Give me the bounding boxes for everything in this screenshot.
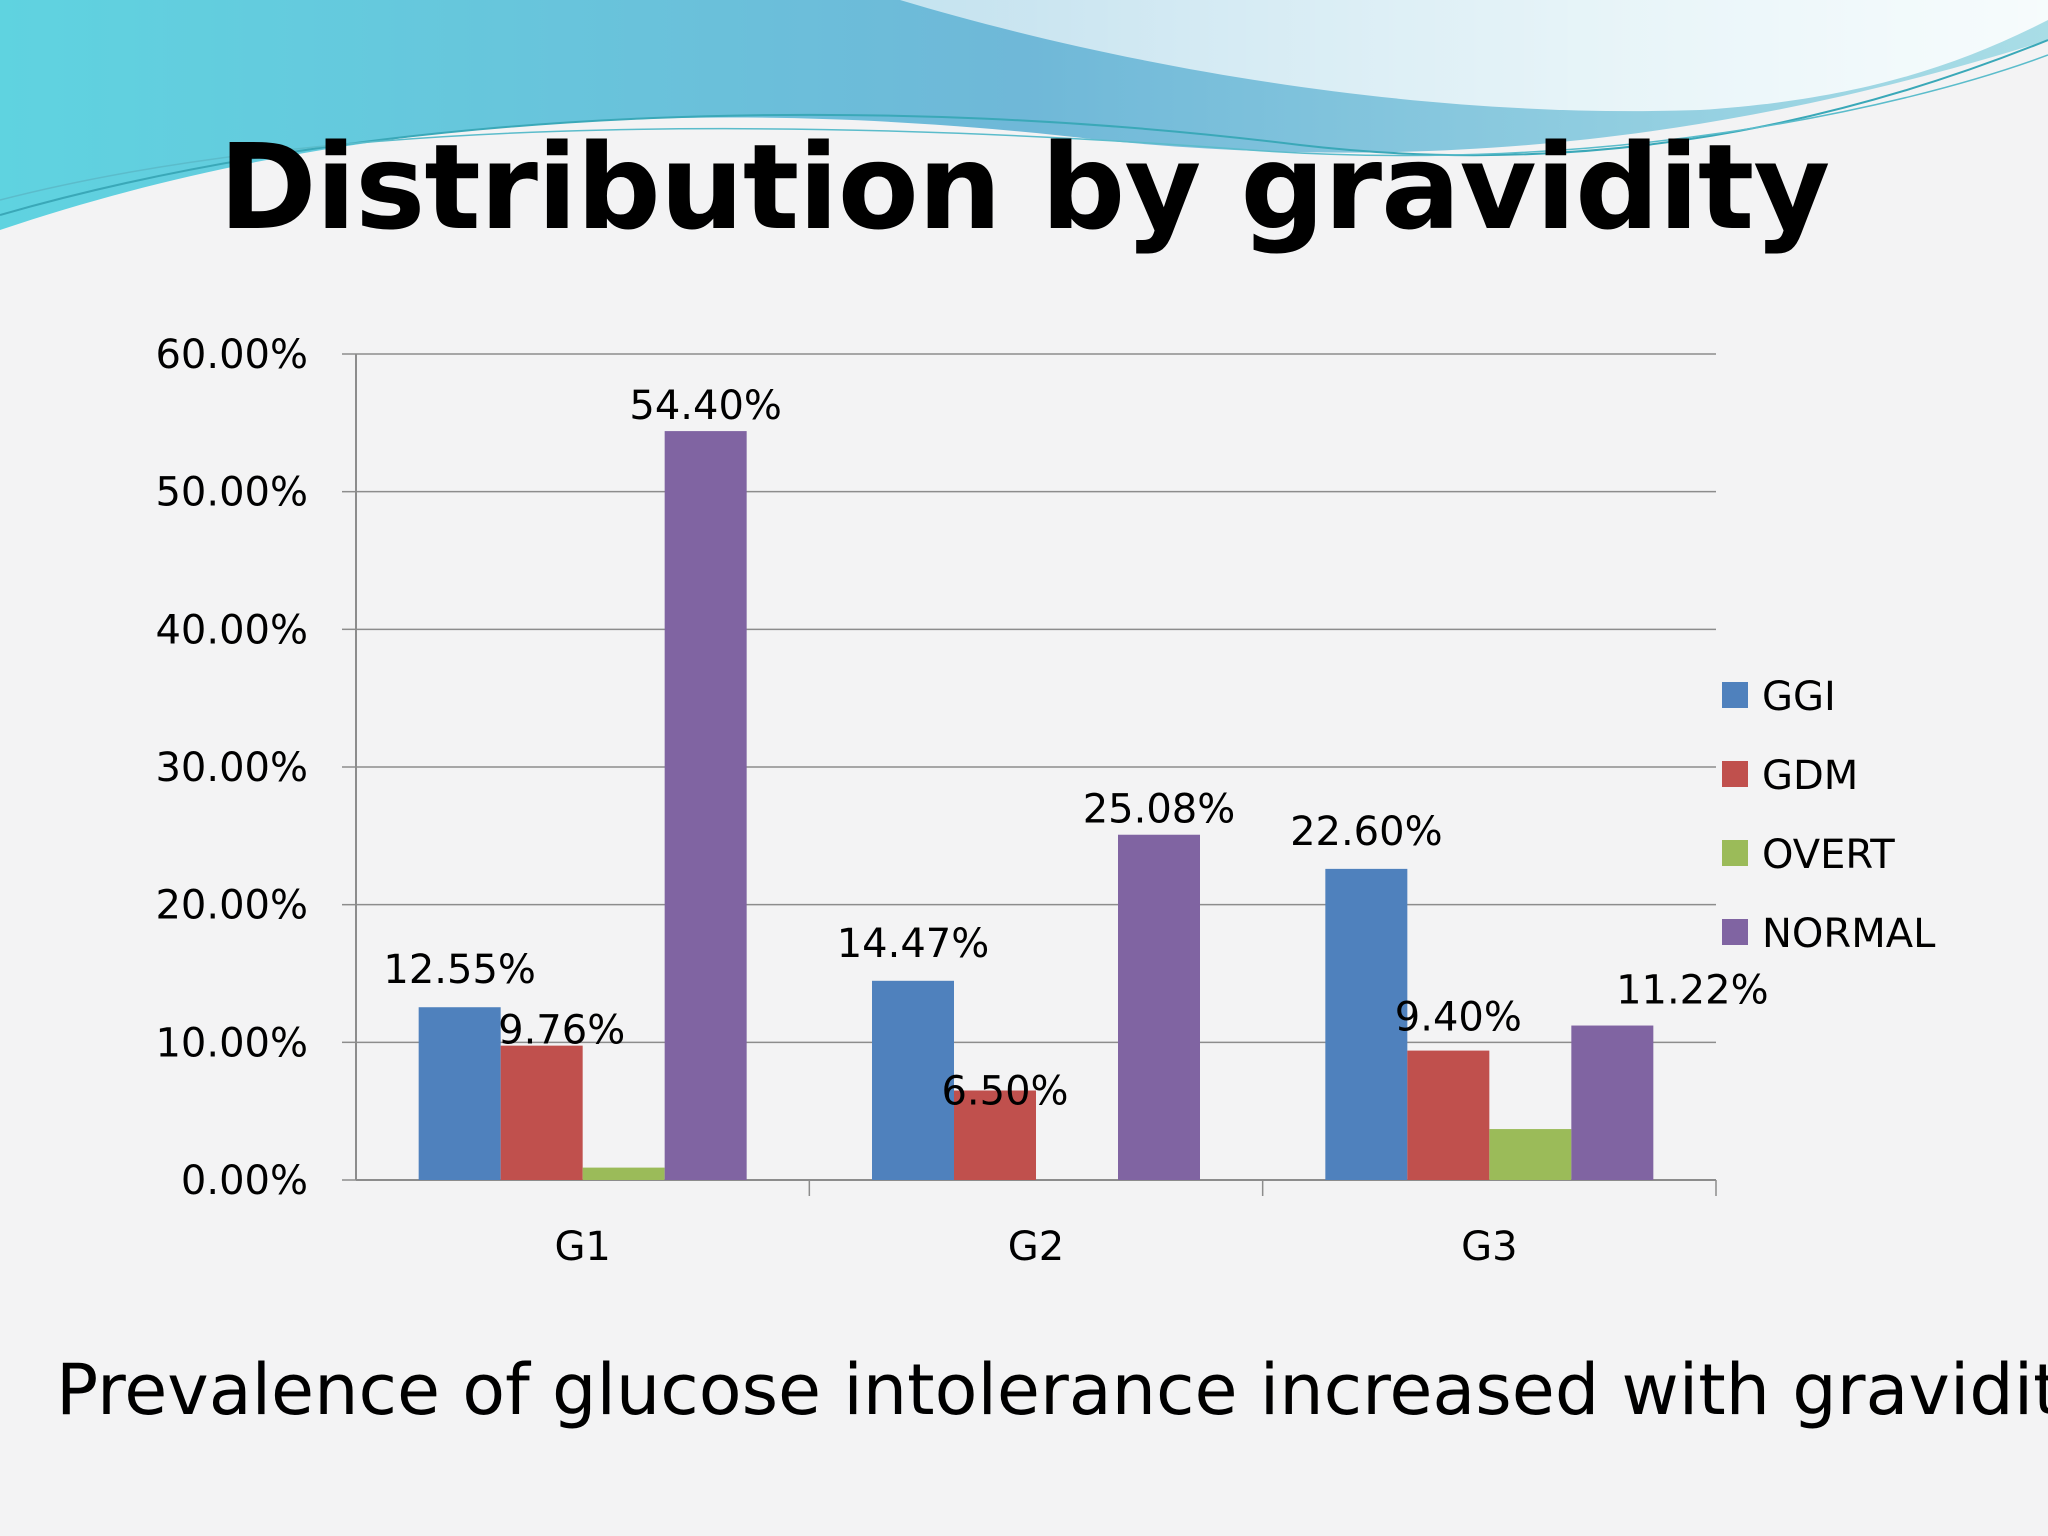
data-label: 54.40%	[629, 383, 782, 429]
slide-subtitle: Prevalence of glucose intolerance increa…	[56, 1349, 2048, 1431]
data-label: 6.50%	[941, 1069, 1068, 1115]
x-category-label: G1	[554, 1224, 610, 1270]
legend-swatch-overt	[1722, 840, 1748, 866]
bar-normal-g3	[1571, 1025, 1654, 1180]
legend-swatch-ggi	[1722, 682, 1748, 708]
bar-ggi-g2	[872, 980, 954, 1180]
legend-label-gdm: GDM	[1762, 753, 1858, 799]
y-tick-label: 50.00%	[155, 470, 308, 516]
bar-gdm-g3	[1407, 1050, 1490, 1180]
bar-overt-g1	[582, 1167, 665, 1180]
legend-label-overt: OVERT	[1762, 832, 1895, 878]
legend-swatch-normal	[1722, 919, 1748, 945]
header-wave-decoration	[0, 0, 2048, 230]
y-tick-label: 20.00%	[155, 883, 308, 929]
x-category-label: G2	[1008, 1224, 1064, 1270]
bar-ggi-g3	[1325, 868, 1408, 1180]
legend-label-normal: NORMAL	[1762, 911, 1936, 957]
bar-normal-g2	[1118, 834, 1200, 1180]
bar-normal-g1	[664, 431, 747, 1180]
data-label: 12.55%	[383, 947, 536, 993]
bar-gdm-g2	[954, 1090, 1036, 1180]
data-label: 14.47%	[837, 921, 990, 967]
y-tick-label: 30.00%	[155, 745, 308, 791]
bar-gdm-g1	[500, 1045, 583, 1180]
y-tick-label: 10.00%	[155, 1020, 308, 1066]
legend-swatch-gdm	[1722, 761, 1748, 787]
data-label: 9.40%	[1395, 995, 1522, 1041]
slide-title: Distribution by gravidity	[218, 118, 1831, 256]
data-label: 22.60%	[1290, 809, 1443, 855]
y-tick-label: 40.00%	[155, 607, 308, 653]
bar-ggi-g1	[418, 1007, 501, 1180]
data-label: 25.08%	[1083, 787, 1236, 833]
data-label: 11.22%	[1616, 968, 1769, 1014]
legend-label-ggi: GGI	[1762, 674, 1836, 720]
data-label: 9.76%	[498, 1008, 625, 1054]
y-tick-label: 0.00%	[181, 1158, 308, 1204]
x-category-label: G3	[1461, 1224, 1517, 1270]
bar-overt-g3	[1489, 1129, 1572, 1180]
y-tick-label: 60.00%	[155, 332, 308, 378]
